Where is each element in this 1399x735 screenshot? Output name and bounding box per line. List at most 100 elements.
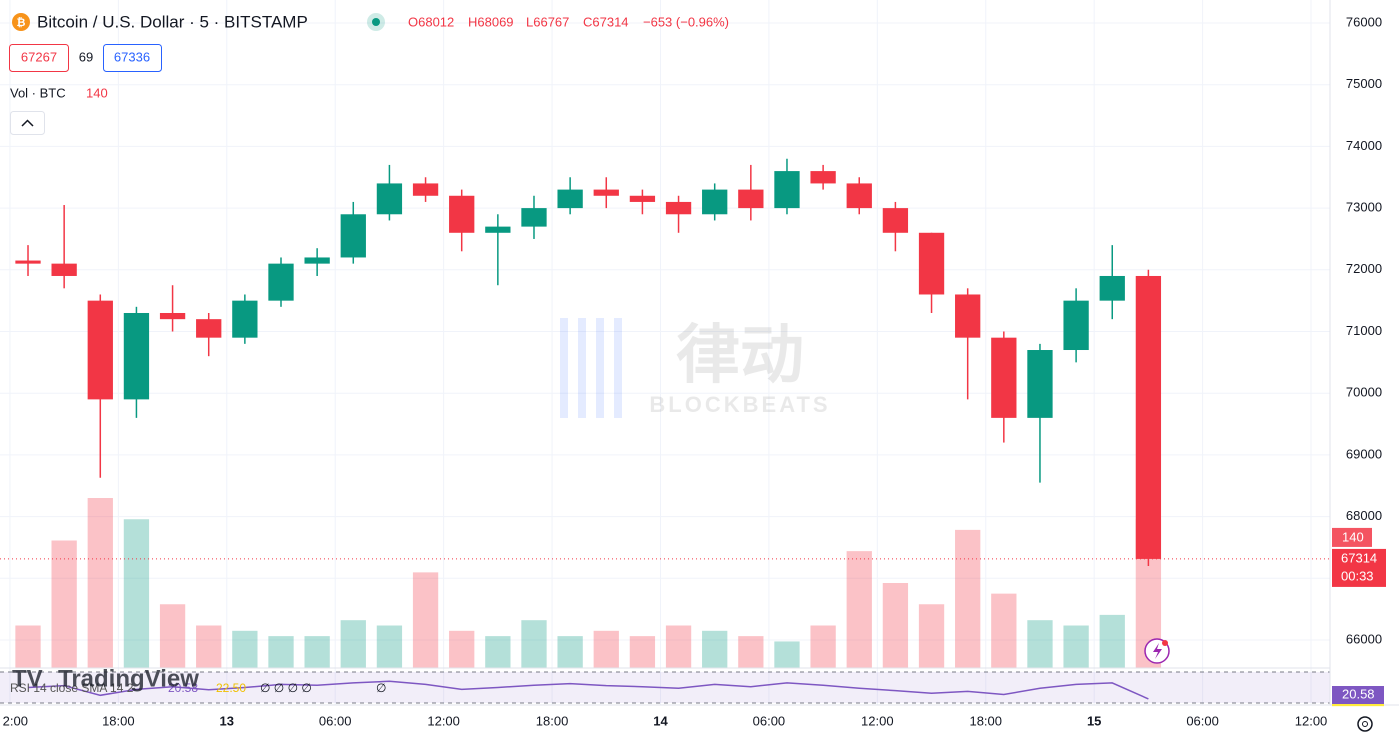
- volume-bar: [593, 630, 619, 668]
- tv-logo-text: TradingView: [58, 665, 199, 692]
- volume-bar: [665, 625, 692, 668]
- volume: [15, 498, 1162, 668]
- candle-body: [232, 300, 258, 338]
- candle-body: [810, 171, 836, 184]
- x-tick-label: 18:00: [102, 713, 135, 728]
- candle-body: [123, 312, 150, 400]
- volume-bar: [1099, 614, 1125, 668]
- candle-body: [738, 189, 764, 209]
- x-tick-label: 2:00: [3, 713, 28, 728]
- rsi-label: RSI 14 close SMA 14 2: [10, 681, 134, 695]
- alert-bolt: [1153, 643, 1162, 659]
- symbol-title: Bitcoin / U.S. Dollar · 5 · BITSTAMP: [37, 12, 308, 31]
- volume-bar: [340, 620, 366, 668]
- bid: 67267: [21, 49, 57, 64]
- close: C67314: [583, 14, 629, 29]
- volume-bar: [774, 641, 800, 668]
- y-tick-label: 71000: [1346, 323, 1382, 338]
- price-tag: [1332, 548, 1386, 587]
- candle-body: [196, 319, 222, 338]
- candle-body: [87, 300, 113, 400]
- volume-bar: [87, 498, 113, 668]
- ask-box[interactable]: [103, 44, 162, 72]
- volume-bar: [268, 636, 294, 668]
- volume-bar: [521, 620, 547, 668]
- countdown: 00:33: [1341, 568, 1374, 583]
- wm-en: BLOCKBEATS: [649, 392, 830, 417]
- candle-body: [557, 189, 583, 209]
- grid: [0, 0, 1330, 705]
- alert-badge: [1162, 640, 1168, 646]
- x-tick-label: 18:00: [969, 713, 1002, 728]
- candle-body: [918, 232, 945, 295]
- btc-icon: [12, 13, 30, 31]
- candles: [15, 158, 1162, 566]
- candle-body: [1135, 275, 1162, 559]
- candle-body: [665, 201, 692, 215]
- y-tick-label: 75000: [1346, 76, 1382, 91]
- rsi-na: ∅ ∅ ∅ ∅: [260, 681, 312, 695]
- candle-body: [882, 208, 909, 233]
- rsi-tag: [1332, 686, 1384, 704]
- y-tick-label: 76000: [1346, 14, 1382, 29]
- volume-bar: [51, 540, 77, 668]
- x-tick-label: 06:00: [319, 713, 352, 728]
- candle-body: [774, 171, 800, 209]
- candle-body: [593, 189, 619, 196]
- x-tick-label: 15: [1087, 713, 1101, 728]
- volume-bar: [810, 625, 836, 668]
- x-tick-label: 18:00: [536, 713, 569, 728]
- candle-body: [1063, 300, 1089, 351]
- y-tick-label: 73000: [1346, 200, 1382, 215]
- volume-bar: [702, 630, 728, 668]
- volume-bar: [1027, 620, 1053, 668]
- y-tick-label: 69000: [1346, 446, 1382, 461]
- volume-bar: [449, 630, 475, 668]
- wm-bar: [614, 318, 622, 418]
- candle-body: [268, 263, 294, 301]
- x-tick-label: 06:00: [753, 713, 786, 728]
- candle-body: [304, 257, 330, 264]
- volume-bar: [196, 625, 222, 668]
- bid-box[interactable]: [9, 44, 69, 72]
- volume-tag-text: 140: [1342, 529, 1364, 544]
- watermark: 律动 BLOCKBEATS: [560, 318, 830, 418]
- candle-body: [702, 189, 728, 215]
- change: −653 (−0.96%): [643, 14, 729, 29]
- collapse-button[interactable]: [10, 111, 45, 135]
- rsi-na-2: ∅: [376, 681, 386, 695]
- rsi-legend-value: 20.58: [168, 681, 198, 695]
- volume-bar: [412, 572, 439, 668]
- volume-bar: [738, 636, 764, 668]
- x-tick-label: 13: [220, 713, 234, 728]
- settings-icon[interactable]: [1357, 716, 1373, 732]
- y-tick-label: 72000: [1346, 261, 1382, 276]
- ask: 67336: [114, 49, 150, 64]
- volume-tag: [1332, 527, 1372, 547]
- low: L66767: [526, 14, 569, 29]
- spread: 69: [79, 49, 93, 64]
- volume-bar: [159, 604, 186, 668]
- candle-body: [991, 337, 1017, 418]
- axes: 6600067000680006900070000710007200073000…: [3, 14, 1382, 728]
- btc-icon-glyph: ₿: [17, 17, 26, 29]
- volume-value: 140: [86, 85, 108, 100]
- candle-body: [1027, 350, 1053, 418]
- x-tick-label: 12:00: [427, 713, 460, 728]
- wm-bar: [596, 318, 604, 418]
- candle-body: [340, 214, 366, 258]
- y-tick-label: 66000: [1346, 631, 1382, 646]
- volume-bar: [232, 630, 258, 668]
- volume-bar: [629, 636, 656, 668]
- candle-body: [521, 208, 547, 227]
- tv-logo: TV: [12, 665, 43, 692]
- volume-bar: [557, 636, 583, 668]
- x-tick-label: 14: [653, 713, 668, 728]
- volume-bar: [123, 519, 150, 668]
- high: H68069: [468, 14, 514, 29]
- collapse-icon: [21, 119, 34, 127]
- settings-icon-core: [1362, 721, 1368, 727]
- wm-bar: [560, 318, 568, 418]
- y-tick-label: 68000: [1346, 508, 1382, 523]
